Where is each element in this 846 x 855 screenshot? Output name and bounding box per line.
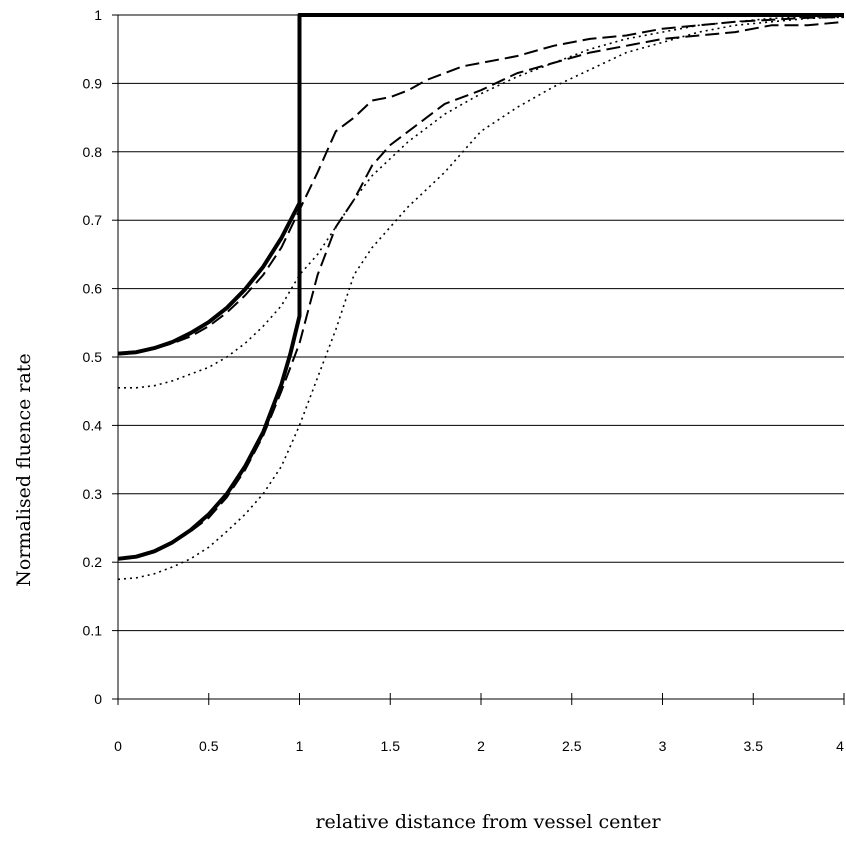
y-tick-label: 0.7 [83, 212, 103, 228]
y-axis-title: Normalised fluence rate [13, 353, 35, 586]
x-tick-label: 1 [296, 738, 304, 754]
gridlines [118, 14, 844, 632]
y-tick-label: 0.8 [83, 144, 103, 160]
series-line-4-dashed [117, 20, 845, 560]
y-tick-label: 0.3 [83, 486, 103, 502]
x-tick-label: 0.5 [199, 738, 219, 754]
y-tick-label: 1 [94, 7, 102, 23]
y-tick-label: 0.4 [83, 417, 103, 433]
y-tick-label: 0.6 [83, 281, 103, 297]
y-tick-label: 0.1 [83, 623, 103, 639]
x-tick-label: 2.5 [562, 738, 582, 754]
x-tick-label: 3.5 [744, 738, 764, 754]
y-tick-label: 0.5 [83, 349, 103, 365]
y-tick-label: 0.2 [83, 554, 103, 570]
x-tick-label: 4 [836, 738, 844, 754]
x-tick-label: 0 [114, 738, 122, 754]
y-tick-label: 0.9 [83, 75, 103, 91]
series-lines [117, 13, 845, 581]
series-line-3-dashed [117, 16, 845, 355]
x-tick-label: 3 [659, 738, 667, 754]
y-ticks: 0 0.1 0.2 0.3 0.4 0.5 0.6 0.7 0.8 0.9 1 [83, 7, 118, 707]
x-tick-label: 2 [477, 738, 485, 754]
series-line-6-dotted [117, 16, 845, 581]
series-line-2-solid-thick [117, 13, 844, 561]
series-line-5-dotted [118, 15, 845, 389]
x-tick-label: 1.5 [381, 738, 401, 754]
x-ticks: 0 0.5 1 1.5 2 2.5 3 3.5 4 [114, 693, 845, 754]
x-axis-title: relative distance from vessel center [315, 811, 661, 833]
y-tick-label: 0 [94, 691, 102, 707]
series-line-1-solid-thick [117, 13, 844, 356]
